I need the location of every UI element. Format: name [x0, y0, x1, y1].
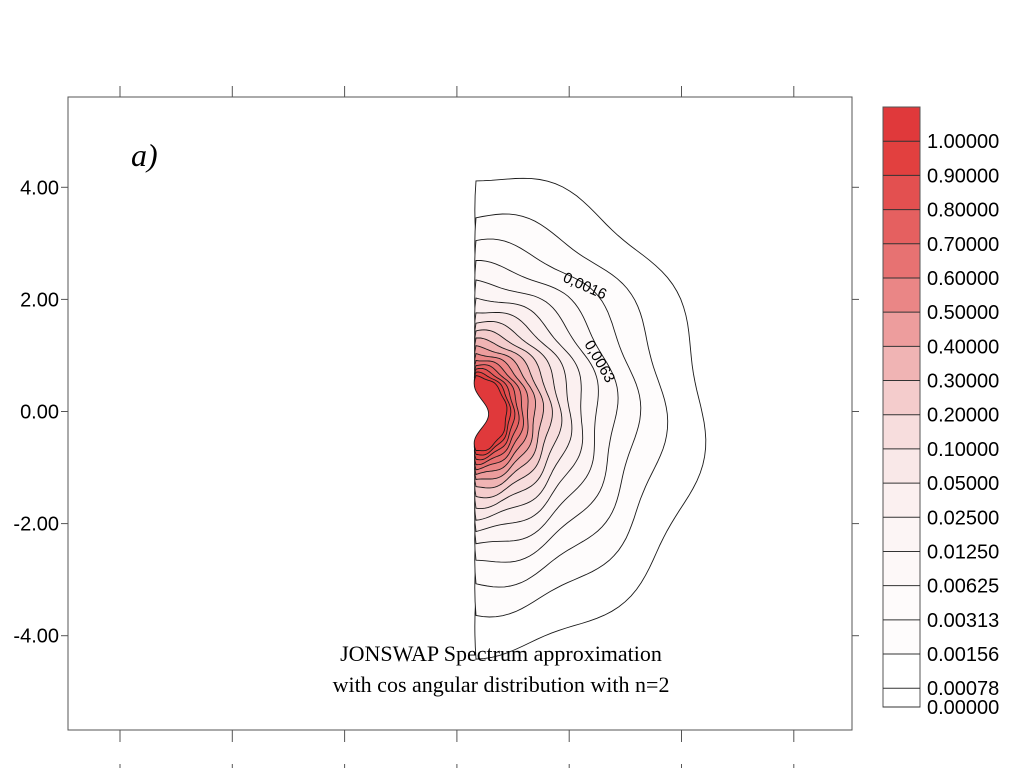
colorbar-label: 0.60000 [927, 268, 999, 290]
contour-field [473, 177, 707, 660]
colorbar-swatch [883, 175, 920, 210]
colorbar-label: 0.02500 [927, 507, 999, 529]
colorbar-swatch [883, 585, 920, 620]
y-axis: 4.00 2.00 0.00 -2.00 -4.00 [13, 177, 859, 648]
y-tick-label: 0.00 [20, 402, 59, 424]
colorbar-swatch [883, 277, 920, 313]
colorbar-label: 0.40000 [927, 336, 999, 358]
colorbar-label: 0.90000 [927, 165, 999, 187]
colorbar-swatch [883, 243, 920, 278]
x-axis [119, 86, 795, 768]
colorbar-swatch [883, 346, 920, 381]
colorbar-label: 0.30000 [927, 371, 999, 393]
plot-frame [67, 96, 853, 731]
colorbar-label: 0.00625 [927, 576, 999, 598]
colorbar-swatch [883, 209, 920, 244]
colorbar-swatch [883, 312, 920, 347]
colorbar-label: 0.00078 [927, 678, 999, 700]
colorbar-swatch [883, 483, 920, 518]
colorbar-swatch [883, 380, 920, 415]
y-tick-label: 4.00 [20, 177, 59, 199]
y-tick-label: 2.00 [20, 289, 59, 311]
colorbar-swatch [883, 107, 920, 142]
colorbar-label: 0.70000 [927, 234, 999, 256]
colorbar-swatch [883, 414, 920, 449]
colorbar-label: 0.50000 [927, 302, 999, 324]
y-tick-label: -2.00 [13, 514, 59, 536]
colorbar-swatch [883, 619, 920, 655]
colorbar-label: 0.10000 [927, 439, 999, 461]
colorbar-label: 0.00156 [927, 644, 999, 666]
colorbar-label: 0.00313 [927, 610, 999, 632]
colorbar-label: 0.80000 [927, 200, 999, 222]
colorbar-swatch [883, 551, 920, 586]
colorbar: 1.00000 0.90000 0.80000 0.70000 0.60000 0.500… [882, 106, 999, 719]
colorbar-swatch [883, 654, 920, 707]
colorbar-swatch [883, 517, 920, 552]
colorbar-swatch [883, 141, 920, 176]
caption-line-2: with cos angular distribution with n=2 [333, 672, 670, 697]
caption-line-1: JONSWAP Spectrum approximation [340, 641, 662, 666]
colorbar-label: 1.00000 [927, 131, 999, 153]
y-tick-label: -4.00 [13, 626, 59, 648]
colorbar-label: 0.01250 [927, 541, 999, 563]
panel-label: a) [131, 137, 158, 173]
colorbar-label: 0.05000 [927, 473, 999, 495]
contour-band [473, 375, 508, 452]
colorbar-label: 0.00000 [927, 697, 999, 719]
colorbar-swatch [883, 448, 920, 484]
colorbar-label: 0.20000 [927, 405, 999, 427]
